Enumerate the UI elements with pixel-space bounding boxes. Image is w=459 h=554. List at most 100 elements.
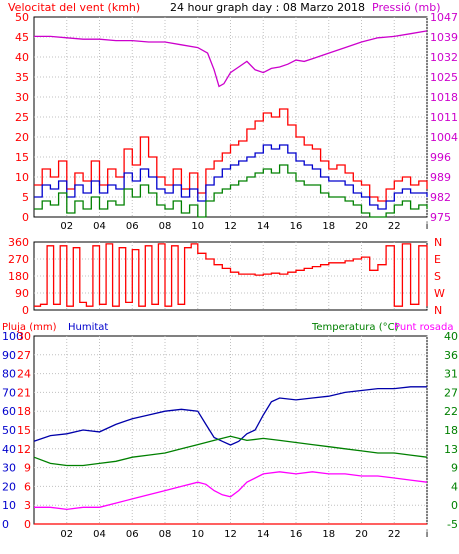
temp-x-tick-label: 04 [93,529,106,540]
series-line-pressió [34,30,428,88]
humidity-y-tick-label: 90 [2,349,16,362]
pressure-y-tick-label: 996 [430,151,451,164]
wind-y-tick-label: 50 [15,11,29,24]
wind-y-tick-label: 35 [15,71,29,84]
wind-speed-title: Velocitat del vent (kmh) [8,1,140,14]
direction-y-tick-label: 360 [8,236,29,249]
series-line-humitat [33,386,427,446]
wind-x-tick-label: 02 [60,221,73,232]
temp-x-tick-label: 06 [126,529,139,540]
wind-x-tick-label: 22 [388,221,401,232]
pressure-y-tick-label: 1047 [430,11,458,24]
temperature-y-tick-label: 36 [444,349,458,362]
humidity-title: Humitat [68,322,108,333]
direction-compass-label: W [434,287,445,300]
direction-compass-label: N [434,236,442,249]
rain-y-tick-label: 0 [24,518,31,531]
humidity-y-tick-label: 70 [2,386,16,399]
temperature-y-tick-label: 13 [444,443,458,456]
axis-labels-layer: 0510152025303540455097598298999610041011… [2,11,458,540]
wind-y-tick-label: 15 [15,151,29,164]
rain-y-tick-label: 12 [17,443,31,456]
pressure-y-tick-label: 982 [430,191,451,204]
temperature-title: Temperatura (°C) [311,322,399,333]
temp-x-tick-label: 08 [159,529,172,540]
temp-x-tick-label: 10 [191,529,204,540]
humidity-y-tick-label: 0 [2,518,9,531]
temp-x-tick-label: 14 [257,529,270,540]
wind-y-tick-label: 30 [15,91,29,104]
humidity-y-tick-label: 20 [2,480,16,493]
wind-y-tick-label: 0 [22,211,29,224]
rain-y-tick-label: 18 [17,405,31,418]
temp-x-tick-label: 18 [322,529,335,540]
wind-x-tick-label: 06 [126,221,139,232]
direction-y-tick-label: 0 [22,304,29,317]
wind-y-tick-label: 40 [15,51,29,64]
temperature-y-tick-label: -5 [447,518,458,531]
pressure-y-tick-label: 1025 [430,71,458,84]
pressure-title: Pressió (mb) [372,1,441,14]
rain-title: Pluja (mm) [2,322,57,333]
direction-compass-label: S [434,270,441,283]
rain-y-tick-label: 30 [17,330,31,343]
wind-y-tick-label: 5 [22,191,29,204]
series-line-low [34,164,428,218]
wind-x-tick-label: 16 [290,221,303,232]
humidity-y-tick-label: 80 [2,368,16,381]
wind-y-tick-label: 45 [15,31,29,44]
pressure-y-tick-label: 1018 [430,91,458,104]
wind-x-tick-label: 08 [159,221,172,232]
temp-x-tick-label: 12 [224,529,237,540]
humidity-y-tick-label: 30 [2,462,16,475]
pressure-y-tick-label: 1032 [430,51,458,64]
rain-y-tick-label: 3 [24,499,31,512]
dewpoint-title: Punt rosada [394,322,453,333]
temperature-y-tick-label: 22 [444,405,458,418]
grid-layer [34,17,428,524]
wind-x-tick-label: 18 [322,221,335,232]
temp-x-tick-label: 02 [60,529,73,540]
direction-y-tick-label: 180 [8,270,29,283]
wind-x-tick-label: i [426,221,429,232]
wind-y-tick-label: 20 [15,131,29,144]
rain-y-tick-label: 9 [24,462,31,475]
temperature-y-tick-label: 0 [451,499,458,512]
direction-compass-label: N [434,304,442,317]
humidity-y-tick-label: 60 [2,405,16,418]
rain-y-tick-label: 6 [24,480,31,493]
series-line-direction [34,243,428,307]
wind-x-tick-label: 10 [191,221,204,232]
temperature-y-tick-label: 18 [444,424,458,437]
pressure-y-tick-label: 1004 [430,131,458,144]
wind-y-tick-label: 10 [15,171,29,184]
series-layer [33,30,428,525]
humidity-y-tick-label: 10 [2,499,16,512]
pressure-y-tick-label: 989 [430,171,451,184]
series-line-temperatura [33,435,428,467]
wind-y-tick-label: 25 [15,111,29,124]
humidity-y-tick-label: 100 [2,330,23,343]
temp-x-tick-label: 20 [355,529,368,540]
series-line-punt-rosada [34,471,428,511]
wind-x-tick-label: 04 [93,221,106,232]
temperature-y-tick-label: 9 [451,462,458,475]
temperature-y-tick-label: 4 [451,480,458,493]
rain-y-tick-label: 15 [17,424,31,437]
temperature-y-tick-label: 27 [444,386,458,399]
series-line-avg [34,144,428,210]
pressure-y-tick-label: 1011 [430,111,458,124]
temperature-y-tick-label: 40 [444,330,458,343]
direction-compass-label: E [434,253,441,266]
direction-y-tick-label: 270 [8,253,29,266]
temp-x-tick-label: i [426,529,429,540]
humidity-y-tick-label: 50 [2,424,16,437]
wind-x-tick-label: 12 [224,221,237,232]
rain-y-tick-label: 21 [17,386,31,399]
wind-x-tick-label: 14 [257,221,270,232]
temp-x-tick-label: 22 [388,529,401,540]
pressure-y-tick-label: 975 [430,211,451,224]
humidity-y-tick-label: 40 [2,443,16,456]
pressure-y-tick-label: 1039 [430,31,458,44]
